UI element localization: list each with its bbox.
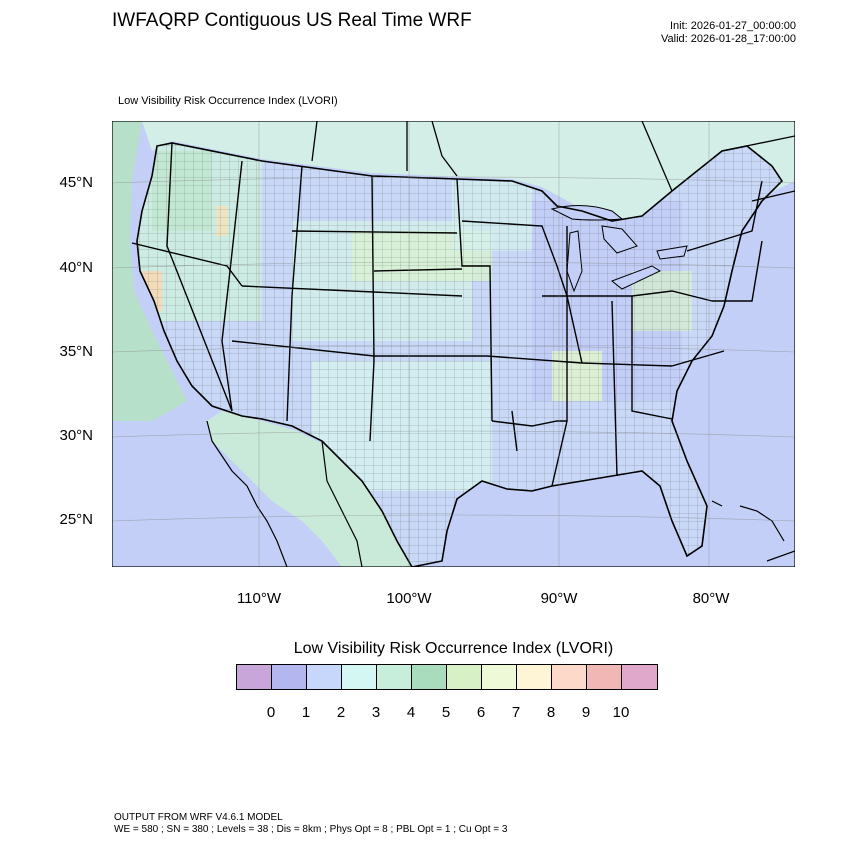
legend-swatch (447, 665, 482, 689)
legend-tick-label: 0 (266, 704, 276, 721)
lvori-map (112, 121, 795, 567)
legend-swatch (342, 665, 377, 689)
legend-colorbar (236, 664, 658, 690)
lake-erie (611, 265, 662, 290)
lon-label-110: 110°W (236, 590, 282, 607)
legend-tick-label: 2 (336, 704, 346, 721)
legend-swatch (587, 665, 622, 689)
legend-tick-label: 5 (441, 704, 451, 721)
legend-tick-label: 3 (371, 704, 381, 721)
lake-huron (601, 225, 638, 254)
map-subtitle: Low Visibility Risk Occurrence Index (LV… (118, 95, 338, 107)
legend-tick-label: 6 (476, 704, 486, 721)
lat-label-45: 45°N (59, 174, 93, 191)
state-borders (131, 142, 763, 487)
us-coastline (136, 142, 784, 567)
graticule (112, 121, 795, 567)
legend-swatch (482, 665, 517, 689)
lat-label-25: 25°N (59, 511, 93, 528)
pacific-coastal-green (112, 121, 187, 421)
legend-swatch (517, 665, 552, 689)
footer-line-2: WE = 580 ; SN = 380 ; Levels = 38 ; Dis … (114, 824, 508, 835)
legend-swatch (307, 665, 342, 689)
lat-label-40: 40°N (59, 259, 93, 276)
mexico-coast (206, 420, 795, 567)
legend-swatch (552, 665, 587, 689)
lon-label-80: 80°W (692, 590, 730, 607)
mexico-land (207, 411, 412, 567)
legend-tick-label: 10 (612, 704, 630, 721)
figure-title: IWFAQRP Contiguous US Real Time WRF (112, 10, 472, 31)
legend-swatch (412, 665, 447, 689)
legend-tick-label: 9 (581, 704, 591, 721)
valid-time: Valid: 2026-01-28_17:00:00 (661, 33, 796, 45)
legend-tick-label: 7 (511, 704, 521, 721)
lake-ontario (656, 245, 688, 260)
lat-label-35: 35°N (59, 343, 93, 360)
legend-swatch (377, 665, 412, 689)
footer-line-1: OUTPUT FROM WRF V4.6.1 MODEL (114, 812, 283, 823)
lat-label-30: 30°N (59, 427, 93, 444)
legend-title: Low Visibility Risk Occurrence Index (LV… (293, 640, 614, 657)
legend-swatch (622, 665, 657, 689)
legend-tick-label: 1 (301, 704, 311, 721)
lon-label-90: 90°W (540, 590, 578, 607)
legend-swatch (237, 665, 272, 689)
lon-label-100: 100°W (386, 590, 432, 607)
legend-tick-label: 4 (406, 704, 416, 721)
init-time: Init: 2026-01-27_00:00:00 (670, 20, 796, 32)
run-times: Init: 2026-01-27_00:00:00 Valid: 2026-01… (661, 20, 796, 46)
model-footer: OUTPUT FROM WRF V4.6.1 MODEL WE = 580 ; … (114, 812, 507, 836)
legend-swatch (272, 665, 307, 689)
legend-tick-label: 8 (546, 704, 556, 721)
